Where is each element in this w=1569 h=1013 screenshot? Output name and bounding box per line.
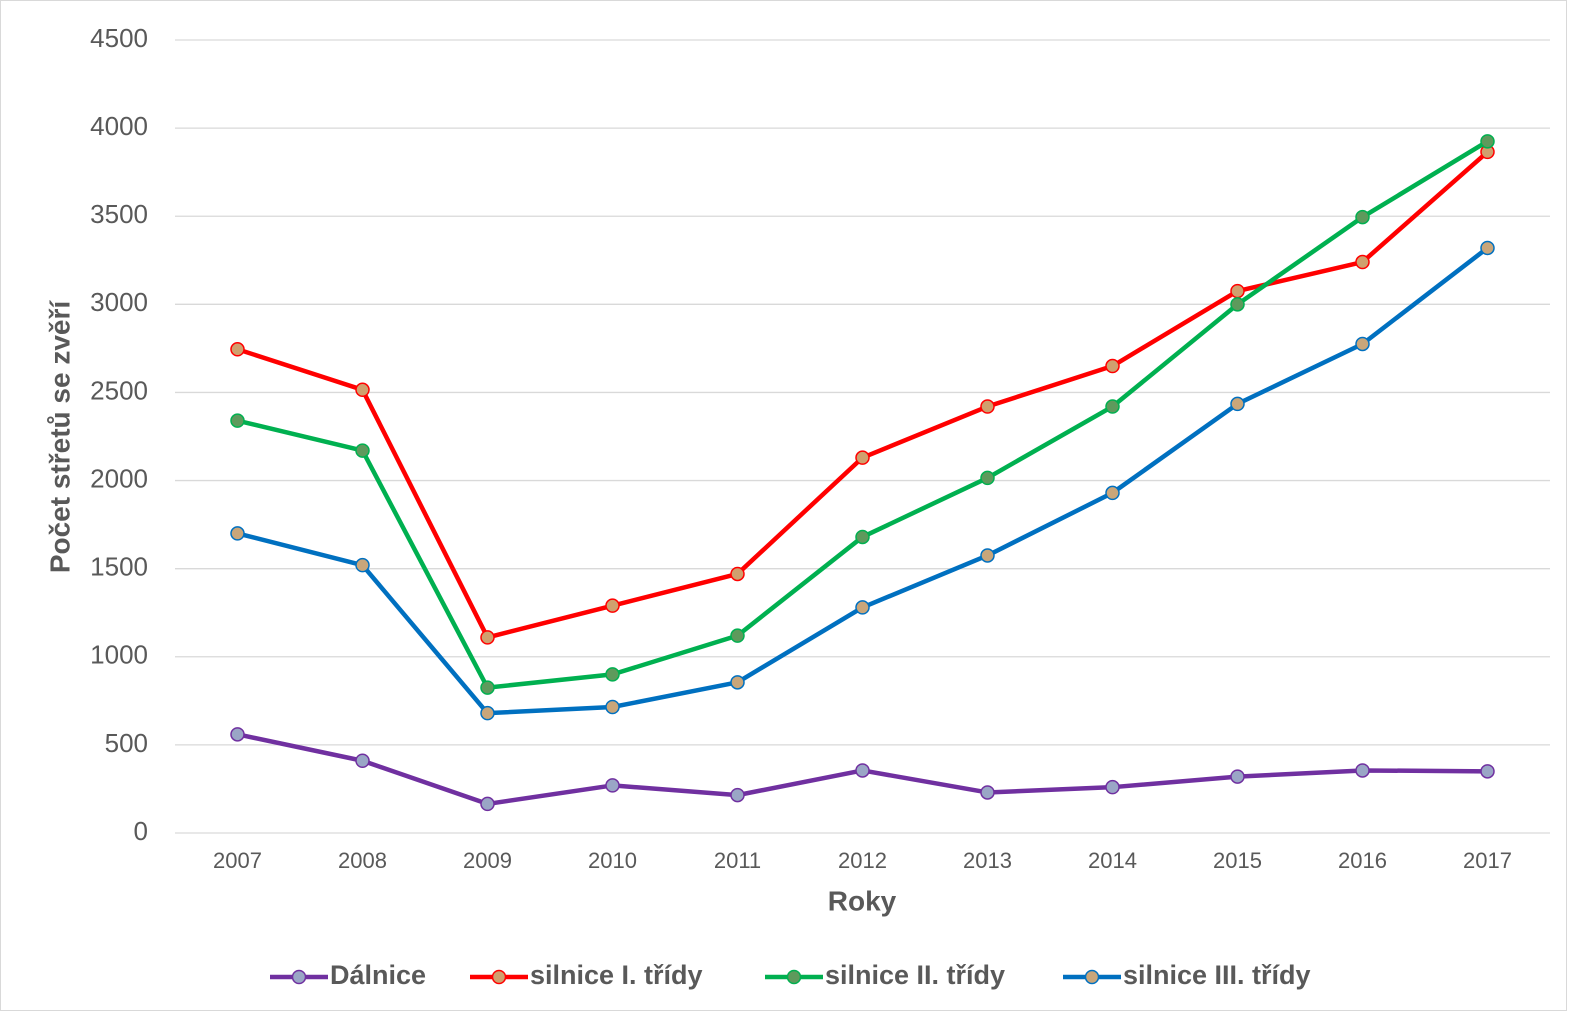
y-tick-label: 1000 [90, 640, 148, 670]
data-point [855, 529, 870, 545]
data-point [605, 667, 620, 682]
data-point [730, 566, 745, 582]
x-tick-label: 2010 [588, 848, 637, 873]
data-point [480, 630, 495, 645]
legend-marker [491, 969, 507, 985]
data-point [605, 598, 620, 613]
data-point [355, 753, 370, 768]
data-point [1480, 764, 1495, 779]
data-point [730, 628, 745, 643]
data-point [355, 557, 370, 573]
x-tick-label: 2008 [338, 848, 387, 873]
data-point [605, 778, 620, 793]
data-point [980, 399, 995, 414]
data-point [355, 443, 370, 458]
x-tick-label: 2015 [1213, 848, 1262, 873]
data-point [230, 342, 245, 357]
data-point [355, 382, 370, 398]
data-point [480, 705, 495, 721]
y-tick-label: 4500 [90, 23, 148, 53]
data-point [1230, 769, 1245, 784]
data-point [855, 450, 870, 465]
data-point [855, 600, 870, 615]
data-point [1355, 254, 1370, 270]
y-tick-label: 3000 [90, 287, 148, 317]
data-point [1230, 396, 1245, 412]
data-point [230, 727, 245, 742]
data-point [730, 787, 745, 803]
data-point [1105, 779, 1120, 795]
legend-marker [786, 969, 802, 985]
y-tick-label: 2500 [90, 375, 148, 405]
x-tick-label: 2012 [838, 848, 887, 873]
data-point [1355, 336, 1370, 352]
legend-marker [1084, 969, 1100, 985]
x-axis-label: Roky [828, 885, 897, 916]
y-tick-label: 2000 [90, 463, 148, 493]
data-point [1480, 240, 1495, 256]
y-tick-label: 4000 [90, 111, 148, 141]
y-tick-label: 3500 [90, 199, 148, 229]
x-tick-label: 2013 [963, 848, 1012, 873]
y-tick-label: 500 [105, 728, 148, 758]
data-point [230, 526, 245, 541]
data-point [1355, 763, 1370, 778]
legend-label: silnice III. třídy [1123, 960, 1311, 990]
data-point [480, 680, 495, 695]
data-point [1105, 485, 1120, 501]
x-tick-label: 2014 [1088, 848, 1137, 873]
y-tick-label: 1500 [90, 552, 148, 582]
x-tick-label: 2011 [714, 848, 761, 873]
legend-label: silnice I. třídy [530, 960, 703, 990]
data-point [980, 785, 995, 800]
y-tick-label: 0 [134, 816, 148, 846]
legend-label: Dálnice [330, 960, 426, 990]
x-tick-label: 2009 [463, 848, 512, 873]
data-point [1230, 283, 1245, 299]
data-point [605, 699, 620, 715]
legend-marker [291, 969, 307, 985]
x-tick-label: 2007 [213, 848, 262, 873]
data-point [230, 413, 245, 428]
x-tick-label: 2017 [1463, 848, 1512, 873]
data-point [1105, 399, 1120, 414]
data-point [855, 763, 870, 778]
data-point [730, 675, 745, 690]
data-point [1480, 134, 1495, 149]
data-point [1105, 358, 1120, 374]
data-point [980, 548, 995, 563]
y-axis-label: Počet střetů se zvěří [44, 300, 75, 574]
data-point [1230, 297, 1245, 312]
data-point [1355, 209, 1370, 225]
x-tick-label: 2016 [1338, 848, 1387, 873]
legend-label: silnice II. třídy [825, 960, 1005, 990]
data-point [480, 796, 495, 812]
data-point [980, 470, 995, 486]
